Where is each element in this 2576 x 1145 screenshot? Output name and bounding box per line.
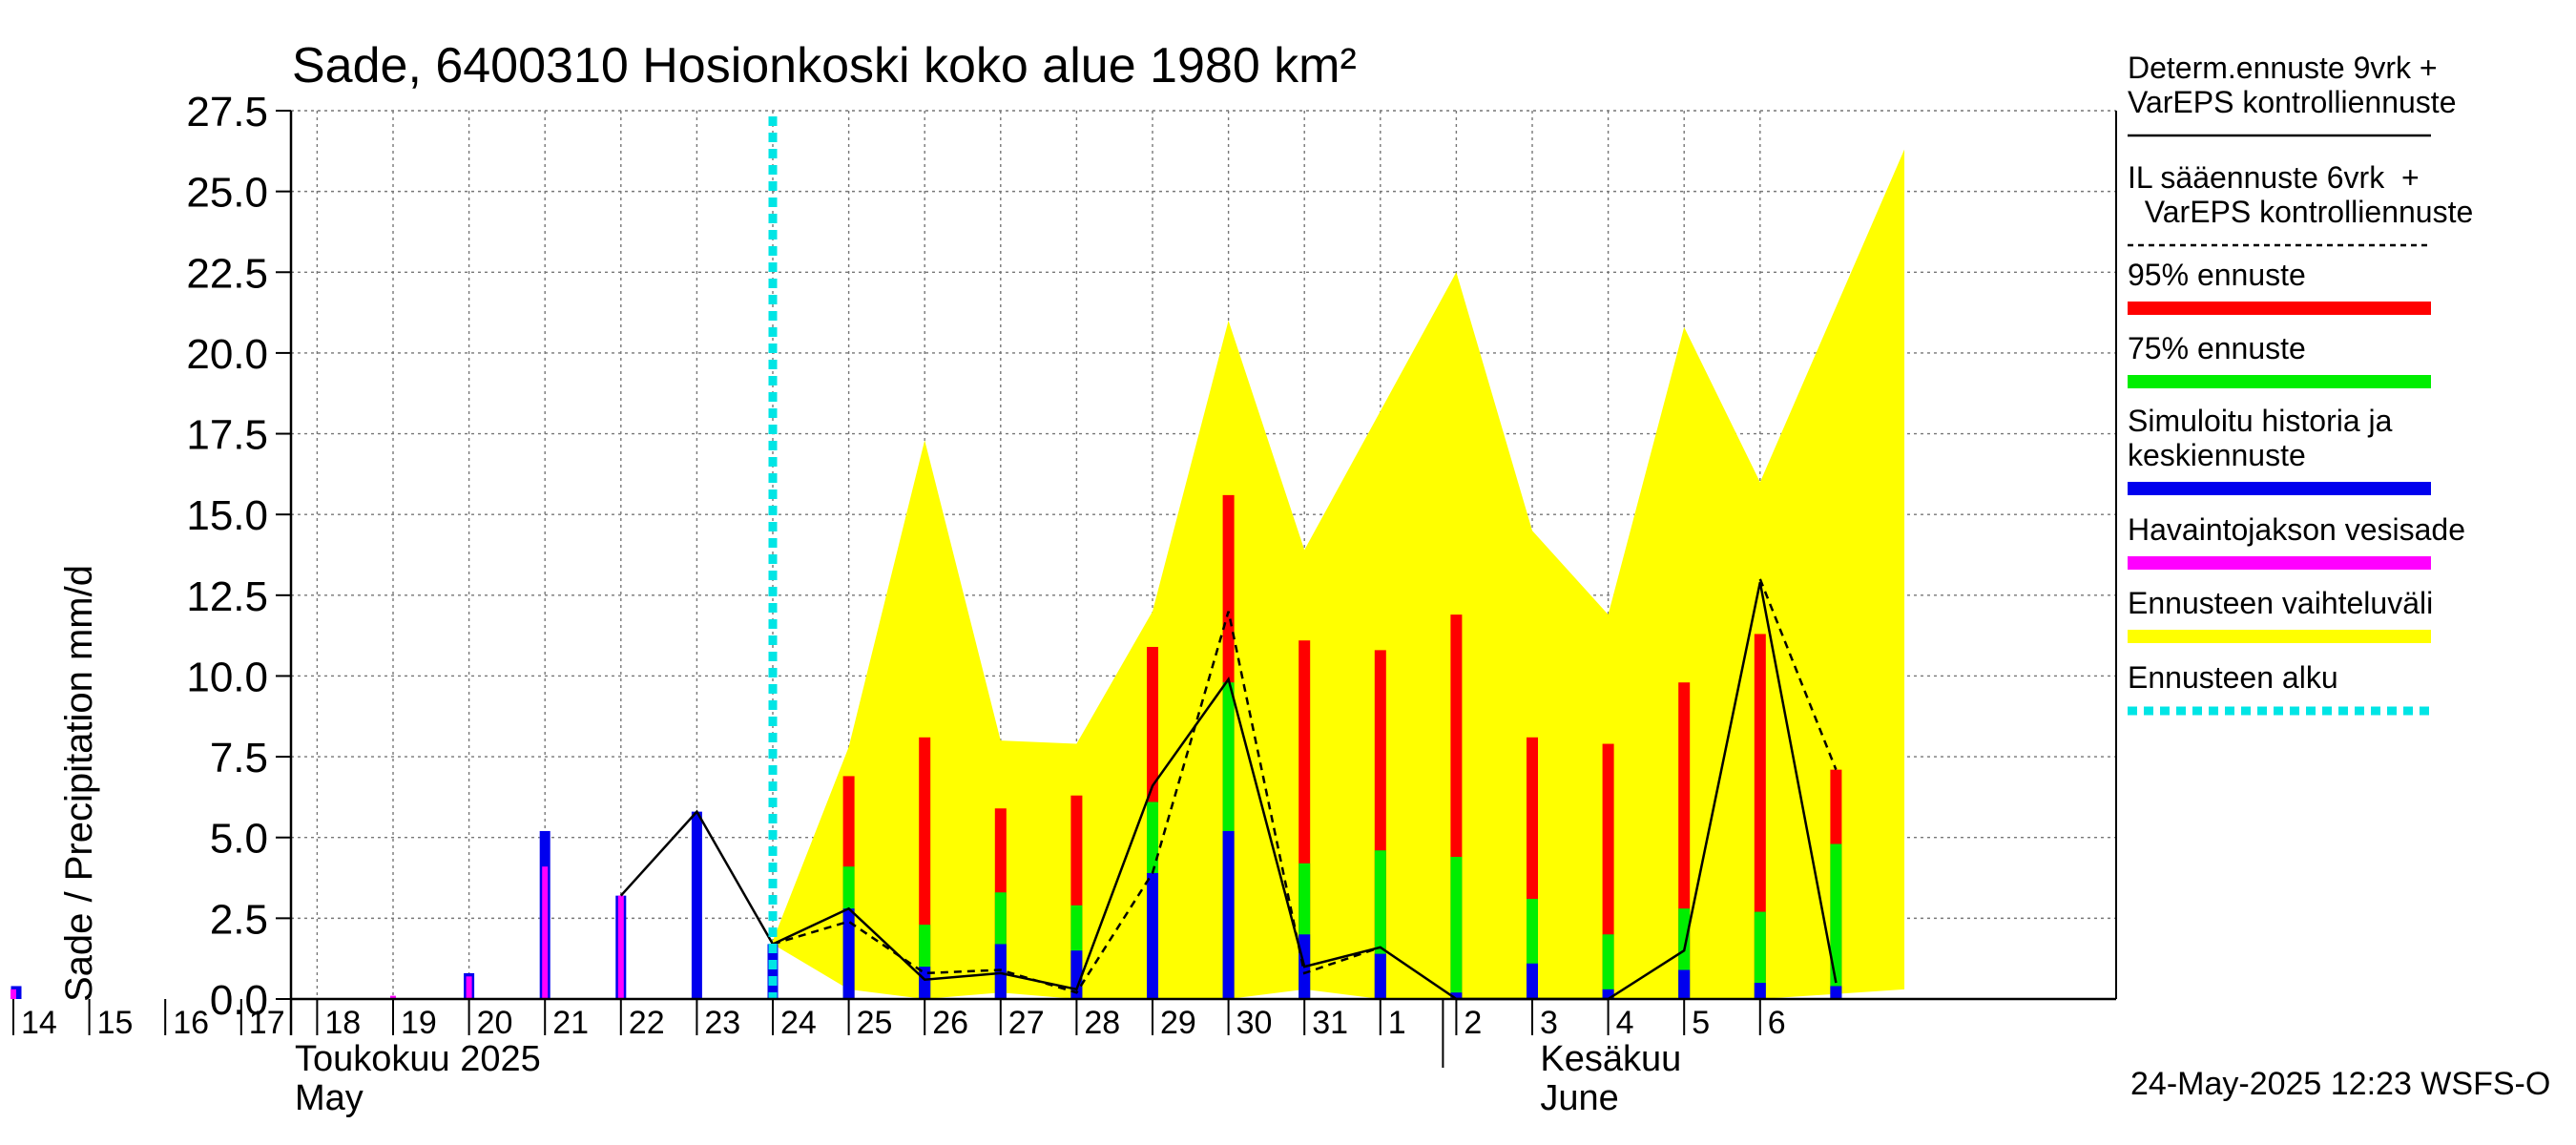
x-tick-label: 18 xyxy=(324,1005,361,1041)
x-tick-label: 5 xyxy=(1692,1005,1710,1041)
month-label-en: June xyxy=(1540,1078,1618,1118)
forecast-bar-75 xyxy=(1830,843,1842,999)
x-tick-label: 21 xyxy=(552,1005,589,1041)
x-tick-label: 15 xyxy=(97,1005,134,1041)
x-tick-label: 1 xyxy=(1388,1005,1406,1041)
y-tick-label: 27.5 xyxy=(186,89,268,135)
il-forecast-line-tail xyxy=(1758,578,1838,771)
forecast-bar-mean xyxy=(1222,830,1235,999)
forecast-bar-mean xyxy=(1374,953,1386,999)
y-axis-label: Sade / Precipitation mm/d xyxy=(58,565,100,1002)
month-label-fi: Toukokuu 2025 xyxy=(295,1039,541,1079)
determ-forecast-line xyxy=(619,582,1838,1001)
observed-precip-bar xyxy=(617,895,624,999)
legend-label: IL sääennuste 6vrk + xyxy=(2128,160,2420,195)
timestamp: 24-May-2025 12:23 WSFS-O xyxy=(2130,1066,2550,1102)
legend-label: VarEPS kontrolliennuste xyxy=(2128,195,2473,229)
forecast-bar-mean xyxy=(1147,872,1158,999)
x-tick-label: 14 xyxy=(21,1005,57,1041)
y-tick-label: 10.0 xyxy=(186,654,268,700)
legend-label: Havaintojakson vesisade xyxy=(2128,512,2465,547)
y-tick-label: 2.5 xyxy=(210,896,268,943)
legend-label: 75% ennuste xyxy=(2128,331,2306,365)
il-forecast-line xyxy=(772,611,1381,994)
y-tick-label: 22.5 xyxy=(186,250,268,297)
forecast-bar-75 xyxy=(1754,911,1766,999)
observed-precip-bar xyxy=(466,976,472,999)
forecast-bar-mean xyxy=(1678,969,1691,999)
legend: Determ.ennuste 9vrk +VarEPS kontrollienn… xyxy=(2128,51,2473,716)
x-tick-label: 29 xyxy=(1160,1005,1196,1041)
x-tick-label: 30 xyxy=(1236,1005,1273,1041)
legend-label: Ennusteen alku xyxy=(2128,660,2338,695)
y-tick-label: 5.0 xyxy=(210,816,268,863)
observed-precip-bar xyxy=(390,995,396,999)
forecast-bar-75 xyxy=(1450,857,1463,999)
month-label-fi: Kesäkuu xyxy=(1540,1039,1681,1079)
chart-title: Sade, 6400310 Hosionkoski koko alue 1980… xyxy=(292,38,1357,94)
x-tick-label: 19 xyxy=(401,1005,437,1041)
forecast-range-area xyxy=(773,149,1905,999)
y-tick-label: 20.0 xyxy=(186,331,268,378)
simulated-history-bar xyxy=(767,944,779,999)
legend-label: 95% ennuste xyxy=(2128,258,2306,292)
forecast-bar-95 xyxy=(1754,634,1766,999)
forecast-bar-75 xyxy=(1602,934,1614,999)
forecast-bar-mean xyxy=(994,944,1007,999)
forecast-bar-mean xyxy=(842,908,855,999)
plot-area: 0.0 2.5 5.0 7.5 10.0 12.5 15.0 17.5 20.0 22.5 25.0… xyxy=(10,89,2117,1118)
x-tick-label: 28 xyxy=(1084,1005,1120,1041)
observed-precip-bar xyxy=(542,866,549,999)
forecast-bar-mean xyxy=(1754,983,1766,999)
y-tick-label: 0.0 xyxy=(210,977,268,1024)
forecast-bar-mean xyxy=(1450,992,1463,999)
x-tick-label: 22 xyxy=(629,1005,665,1041)
x-tick-label: 27 xyxy=(1008,1005,1045,1041)
legend-label: keskiennuste xyxy=(2128,438,2306,472)
forecast-bar-mean xyxy=(1602,989,1614,999)
y-tick-label: 15.0 xyxy=(186,492,268,539)
simulated-history-bar xyxy=(691,811,702,999)
x-tick-label: 24 xyxy=(780,1005,817,1041)
observed-precip-bar xyxy=(10,989,16,999)
forecast-bar-mean xyxy=(1830,986,1842,999)
y-tick-label: 7.5 xyxy=(210,735,268,781)
month-label-en: May xyxy=(295,1078,364,1118)
forecast-bar-mean xyxy=(1070,950,1083,999)
x-tick-label: 4 xyxy=(1616,1005,1634,1041)
x-tick-label: 20 xyxy=(477,1005,513,1041)
y-tick-label: 25.0 xyxy=(186,170,268,217)
y-tick-label: 12.5 xyxy=(186,573,268,620)
legend-label: Determ.ennuste 9vrk + xyxy=(2128,51,2438,85)
x-tick-label: 17 xyxy=(249,1005,285,1041)
legend-label: Simuloitu historia ja xyxy=(2128,404,2393,438)
forecast-bar-mean xyxy=(919,967,931,999)
x-tick-label: 31 xyxy=(1312,1005,1348,1041)
legend-label: Ennusteen vaihteluväli xyxy=(2128,586,2433,620)
x-tick-label: 26 xyxy=(932,1005,968,1041)
legend-label: VarEPS kontrolliennuste xyxy=(2128,85,2456,119)
x-tick-label: 6 xyxy=(1768,1005,1786,1041)
forecast-bar-mean xyxy=(1527,963,1538,999)
x-tick-label: 2 xyxy=(1464,1005,1482,1041)
x-tick-label: 23 xyxy=(704,1005,740,1041)
x-tick-label: 16 xyxy=(173,1005,209,1041)
y-tick-label: 17.5 xyxy=(186,412,268,459)
x-tick-label: 3 xyxy=(1540,1005,1558,1041)
x-tick-label: 25 xyxy=(857,1005,893,1041)
